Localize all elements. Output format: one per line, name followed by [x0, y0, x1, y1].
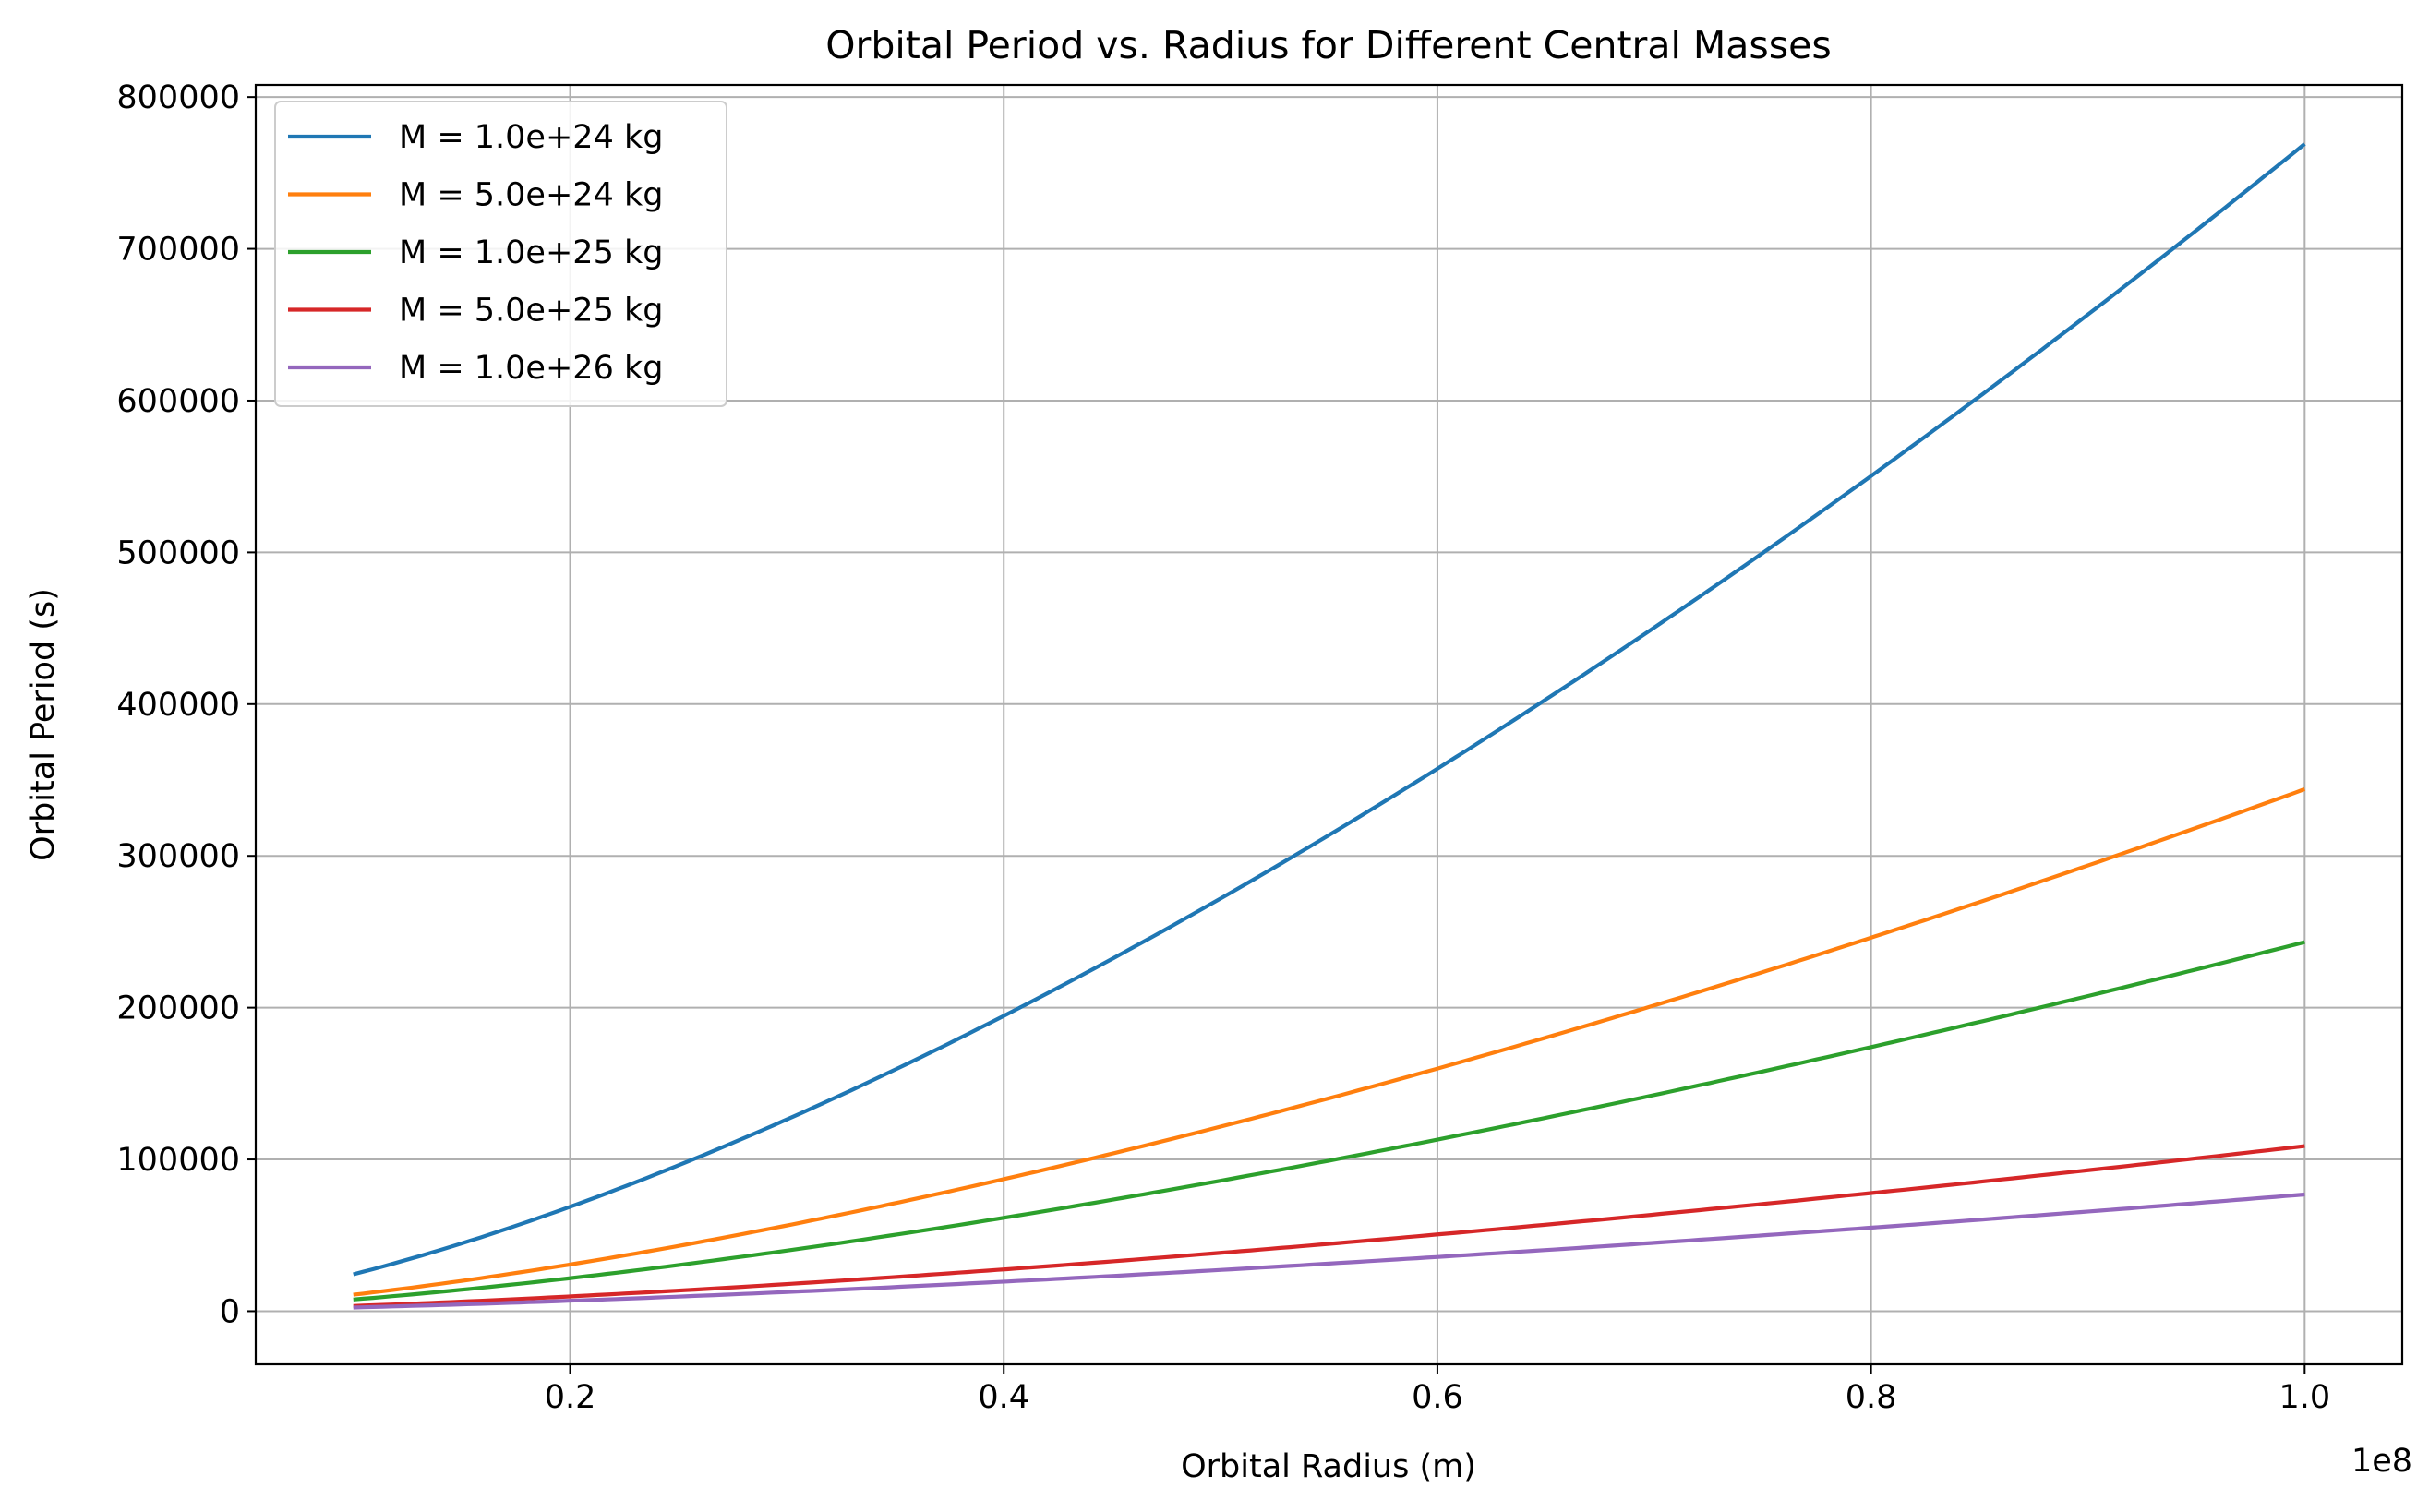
legend: M = 1.0e+24 kg M = 5.0e+24 kg M = 1.0e+25 … — [274, 101, 727, 407]
series-lines — [353, 142, 2306, 1310]
y-axis-label: Orbital Period (s) — [25, 588, 62, 861]
series-line-5 — [353, 1192, 2305, 1310]
y-tick-label: 100000 — [116, 1142, 240, 1179]
series-line-1 — [353, 142, 2306, 1277]
series-line-4 — [353, 1144, 2305, 1308]
series-line-2 — [353, 786, 2306, 1297]
grid — [256, 85, 2402, 1364]
axis-ticks: 0.2 0.4 0.6 0.8 1.0 0 100000 200000 300000 400000… — [116, 79, 2330, 1416]
x-tick-label: 0.6 — [1412, 1379, 1463, 1416]
legend-label: M = 5.0e+24 kg — [399, 177, 663, 214]
y-tick-label: 700000 — [116, 232, 240, 269]
legend-label: M = 5.0e+25 kg — [399, 293, 663, 330]
y-tick-label: 800000 — [116, 79, 240, 116]
legend-label: M = 1.0e+25 kg — [399, 234, 663, 271]
y-tick-label: 0 — [220, 1293, 240, 1330]
series-line-3 — [353, 940, 2305, 1302]
legend-box — [274, 101, 727, 407]
x-axis-label: Orbital Radius (m) — [1181, 1448, 1476, 1485]
legend-label: M = 1.0e+26 kg — [399, 350, 663, 387]
y-tick-label: 200000 — [116, 990, 240, 1027]
chart-title: Orbital Period vs. Radius for Different … — [825, 23, 1831, 67]
x-axis-offset-label: 1e8 — [2351, 1443, 2412, 1480]
x-tick-label: 0.2 — [545, 1379, 596, 1416]
x-tick-label: 0.4 — [978, 1379, 1029, 1416]
x-tick-label: 1.0 — [2279, 1379, 2330, 1416]
y-tick-label: 400000 — [116, 687, 240, 724]
legend-label: M = 1.0e+24 kg — [399, 119, 663, 156]
x-tick-label: 0.8 — [1846, 1379, 1897, 1416]
y-tick-label: 300000 — [116, 838, 240, 875]
y-tick-label: 600000 — [116, 383, 240, 420]
plot-frame — [254, 83, 2404, 1366]
y-tick-label: 500000 — [116, 534, 240, 571]
